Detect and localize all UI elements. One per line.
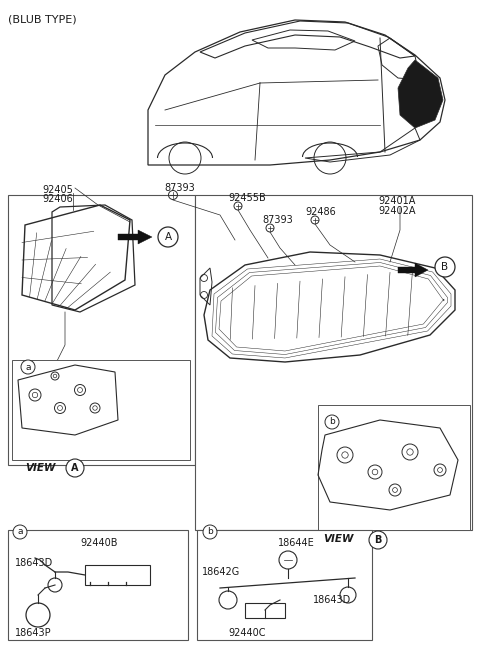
Bar	[245, 603, 285, 618]
Text: 18643D: 18643D	[15, 558, 53, 568]
Polygon shape	[118, 230, 152, 244]
Text: A: A	[71, 463, 79, 473]
Text: 18644E: 18644E	[278, 538, 315, 548]
Text: 92406: 92406	[42, 194, 73, 204]
Text: b: b	[207, 527, 213, 536]
Circle shape	[203, 525, 217, 539]
Text: a: a	[25, 362, 31, 371]
Text: B: B	[374, 535, 382, 545]
Text: (BLUB TYPE): (BLUB TYPE)	[8, 14, 77, 24]
Text: 18643D: 18643D	[313, 595, 351, 605]
Circle shape	[158, 227, 178, 247]
Text: 92440B: 92440B	[80, 538, 118, 548]
Polygon shape	[398, 263, 428, 277]
Text: 87393: 87393	[164, 183, 195, 193]
Circle shape	[369, 531, 387, 549]
Text: 92486: 92486	[305, 207, 336, 217]
Bar	[85, 565, 150, 585]
Text: 92455B: 92455B	[228, 193, 266, 203]
Text: 18642G: 18642G	[202, 567, 240, 577]
Circle shape	[21, 360, 35, 374]
Polygon shape	[398, 60, 443, 128]
Text: VIEW: VIEW	[323, 534, 353, 544]
Text: A: A	[165, 232, 171, 242]
Bar	[195, 195, 472, 530]
Text: B: B	[442, 262, 449, 272]
Text: 18643P: 18643P	[15, 628, 52, 638]
Circle shape	[13, 525, 27, 539]
Bar	[197, 530, 372, 640]
Bar	[8, 195, 195, 465]
Circle shape	[435, 257, 455, 277]
Text: 92440C: 92440C	[228, 628, 265, 638]
Text: VIEW: VIEW	[25, 463, 56, 473]
Text: 92405: 92405	[42, 185, 73, 195]
Text: b: b	[329, 417, 335, 426]
Text: 92401A: 92401A	[378, 196, 415, 206]
Bar	[12, 360, 190, 460]
Text: 87393: 87393	[262, 215, 293, 225]
Bar	[318, 405, 470, 530]
Circle shape	[66, 459, 84, 477]
Text: a: a	[17, 527, 23, 536]
Text: 92402A: 92402A	[378, 206, 416, 216]
Bar	[8, 530, 188, 640]
Circle shape	[325, 415, 339, 429]
